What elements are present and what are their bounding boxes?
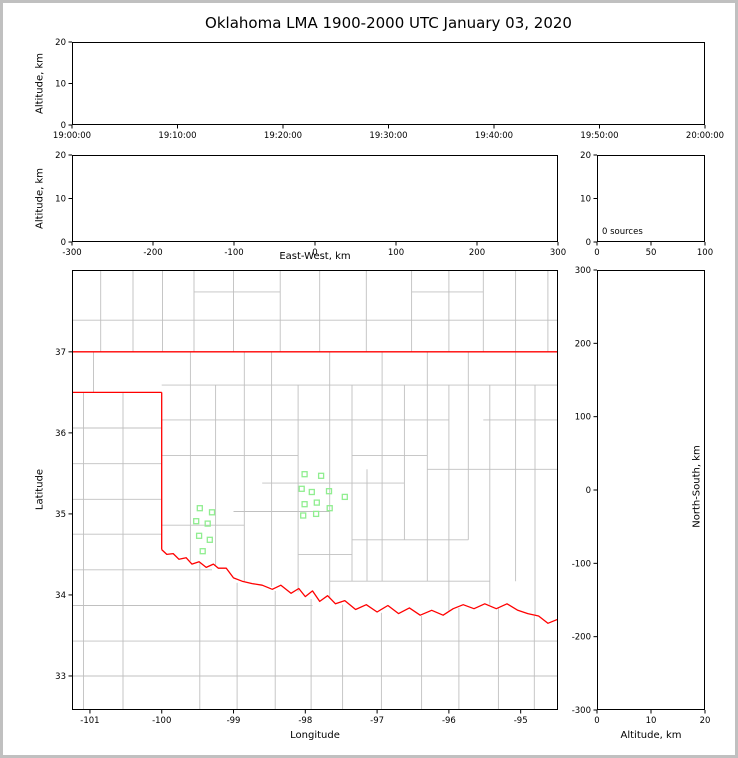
x-tick-label: -200 — [143, 248, 162, 258]
time-height-panel[interactable]: 19:00:00 19:10:00 19:20:00 19:30:00 19:40:00… — [53, 38, 724, 141]
x-tick-label: -95 — [514, 716, 528, 726]
x-tick-label: 0 — [594, 716, 599, 726]
y-tick-label: 10 — [580, 195, 591, 205]
north-south-ylabel: North-South, km — [691, 445, 703, 528]
east-west-height-ylabel: Altitude, km — [34, 168, 46, 229]
x-tick-label: 19:20:00 — [264, 131, 302, 141]
lma-station-marker — [298, 485, 305, 492]
lma-station-marker — [204, 520, 211, 527]
plan-view-map-plot-area: -101 -100 -99 -98 -97 -96 -95 33 34 35 36 37 — [55, 270, 558, 726]
y-tick-label: -100 — [572, 559, 591, 569]
axes-frame — [72, 42, 705, 125]
x-tick-label: -96 — [442, 716, 456, 726]
y-tick-label: 0 — [586, 486, 591, 496]
lma-station-marker — [193, 518, 200, 525]
east-west-height-plot-area: -300 -200 -100 0 100 200 300 0 10 20 — [55, 151, 566, 258]
north-south-height-panel[interactable]: 0 10 20 -300 -200 -100 0 100 200 300 — [572, 266, 711, 726]
lma-station-marker — [300, 512, 307, 519]
lma-station-marker — [341, 493, 348, 501]
lma-station-marker — [196, 505, 203, 512]
east-west-height-panel[interactable]: -300 -200 -100 0 100 200 300 0 10 20 — [55, 151, 566, 258]
lma-station-marker — [317, 472, 325, 479]
x-tick-label: -100 — [152, 716, 171, 726]
y-tick-label: 35 — [55, 510, 66, 520]
lma-station-marker — [206, 536, 213, 543]
lma-station-marker — [313, 499, 320, 506]
map-ylabel: Latitude — [34, 468, 46, 511]
y-tick-label: 300 — [575, 266, 591, 276]
x-tick-label: 100 — [388, 248, 404, 258]
y-tick-label: -300 — [572, 706, 591, 716]
north-south-height-plot-area: 0 10 20 -300 -200 -100 0 100 200 300 — [572, 266, 711, 726]
y-tick-label: -200 — [572, 633, 591, 643]
y-tick-label: 100 — [575, 413, 591, 423]
map-xlabel: Longitude — [290, 730, 340, 741]
altitude-histogram-plot-area: 0 50 100 0 10 20 — [580, 151, 713, 258]
x-tick-label: 0 — [312, 248, 317, 258]
y-tick-label: 34 — [55, 591, 66, 601]
y-tick-label: 0 — [61, 121, 66, 131]
source-count-annotation: 0 sources — [602, 227, 643, 237]
x-tick-label: 300 — [550, 248, 566, 258]
x-tick-label: -300 — [62, 248, 81, 258]
axes-frame — [72, 270, 558, 710]
x-tick-label: 19:00:00 — [53, 131, 91, 141]
axes-frame — [597, 155, 705, 242]
lma-station-marker — [301, 501, 308, 508]
x-tick-label: 20:00:00 — [686, 131, 724, 141]
y-tick-label: 200 — [575, 339, 591, 349]
lma-station-marker — [199, 548, 206, 555]
x-tick-label: 200 — [469, 248, 485, 258]
x-tick-label: -97 — [370, 716, 384, 726]
lma-station-marker — [308, 488, 315, 496]
y-tick-label: 33 — [55, 672, 66, 682]
lma-station-marker — [312, 510, 320, 518]
y-tick-label: 36 — [55, 429, 66, 439]
y-tick-label: 0 — [586, 238, 591, 248]
state-boundary-line — [161, 549, 558, 624]
lma-station-marker — [301, 471, 308, 478]
y-tick-label: 20 — [580, 151, 591, 161]
x-tick-label: -98 — [298, 716, 312, 726]
x-tick-label: 19:10:00 — [158, 131, 196, 141]
time-height-plot-area: 19:00:00 19:10:00 19:20:00 19:30:00 19:40:00… — [53, 38, 724, 141]
x-tick-label: 10 — [646, 716, 657, 726]
x-tick-label: -99 — [227, 716, 241, 726]
y-tick-label: 20 — [55, 38, 66, 48]
axes-frame — [597, 270, 705, 710]
x-tick-label: 50 — [646, 248, 657, 258]
y-tick-label: 10 — [55, 195, 66, 205]
north-south-xlabel: Altitude, km — [620, 730, 682, 741]
x-tick-label: 0 — [594, 248, 599, 258]
east-west-xlabel: East-West, km — [279, 251, 351, 262]
lma-station-marker — [326, 505, 333, 512]
axes-frame — [72, 155, 558, 242]
lma-station-marker — [208, 509, 216, 516]
x-tick-label: -100 — [224, 248, 243, 258]
lma-station-marker — [325, 488, 333, 495]
figure-title: Oklahoma LMA 1900-2000 UTC January 03, 2… — [205, 14, 572, 32]
y-tick-label: 20 — [55, 151, 66, 161]
x-tick-label: -101 — [80, 716, 99, 726]
x-tick-label: 100 — [697, 248, 713, 258]
y-tick-label: 37 — [55, 348, 66, 358]
x-tick-label: 20 — [700, 716, 711, 726]
altitude-histogram-panel[interactable]: 0 50 100 0 10 20 — [580, 151, 713, 258]
lma-station-marker — [195, 532, 203, 539]
x-tick-label: 19:50:00 — [580, 131, 618, 141]
x-tick-label: 19:30:00 — [369, 131, 407, 141]
plan-view-map-panel[interactable]: -101 -100 -99 -98 -97 -96 -95 33 34 35 36 37 — [55, 270, 558, 726]
y-tick-label: 0 — [61, 238, 66, 248]
y-tick-label: 10 — [55, 80, 66, 90]
x-tick-label: 19:40:00 — [475, 131, 513, 141]
